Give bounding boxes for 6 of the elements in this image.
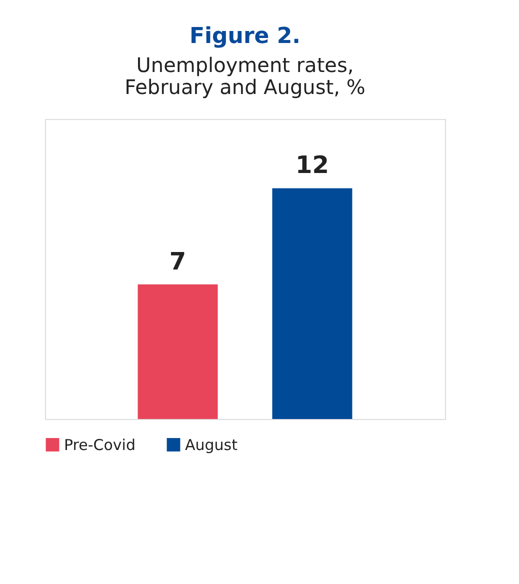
- data-label: 12: [296, 151, 329, 180]
- legend-label: Pre-Covid: [64, 436, 136, 454]
- data-label: 7: [169, 247, 186, 276]
- chart-subtitle: Unemployment rates, February and August, %: [124, 53, 366, 99]
- chart-title: Figure 2.: [189, 24, 301, 49]
- legend-label: August: [185, 436, 238, 454]
